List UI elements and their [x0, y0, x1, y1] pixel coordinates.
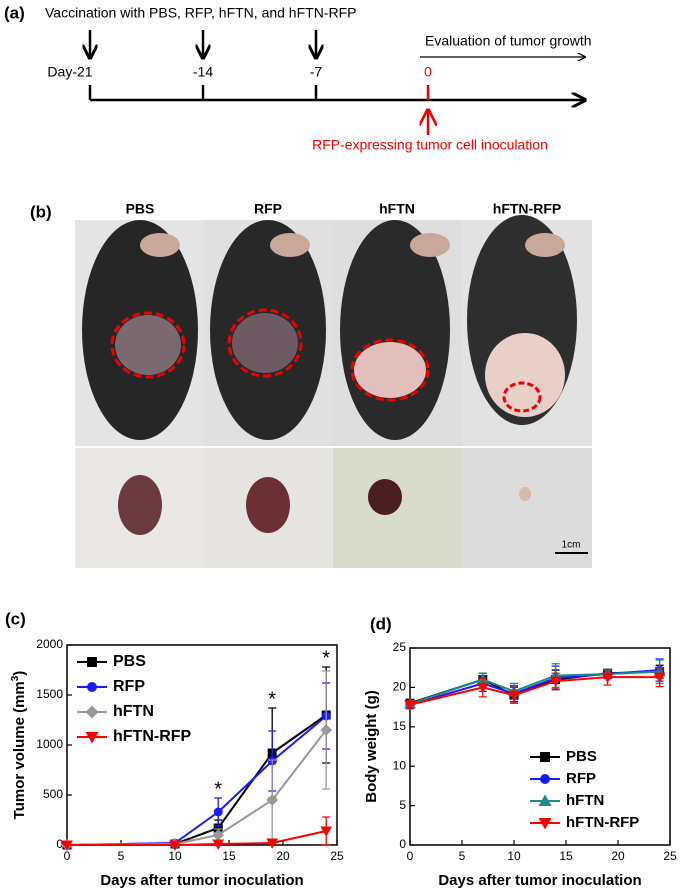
- y-axis-label-part: 3: [10, 675, 21, 681]
- legend-marker: [85, 705, 99, 719]
- data-point: [320, 826, 333, 837]
- x-tick-label: 15: [559, 849, 573, 863]
- x-tick-label: 25: [663, 849, 677, 863]
- legend-marker: [87, 657, 97, 667]
- x-tick-label: 15: [222, 849, 236, 863]
- x-tick-label: 0: [407, 849, 414, 863]
- x-tick-label: 5: [459, 849, 466, 863]
- legend-label: RFP: [113, 678, 145, 695]
- data-point: [212, 829, 225, 841]
- legend-marker: [538, 818, 552, 830]
- column-label: RFP: [254, 201, 282, 217]
- y-tick-label: 0: [56, 837, 63, 851]
- series-line: [67, 830, 327, 846]
- day-label: -7: [310, 64, 323, 80]
- data-point: [476, 682, 489, 694]
- series-line: [409, 676, 660, 706]
- data-point: [212, 839, 225, 850]
- y-axis-label-part: ): [11, 671, 28, 676]
- legend-label: hFTN: [113, 703, 154, 720]
- y-tick-label: 25: [393, 640, 407, 654]
- data-point: [508, 690, 520, 702]
- day-label: 0: [424, 64, 432, 80]
- data-point: [61, 840, 73, 851]
- legend-label: PBS: [113, 653, 146, 670]
- legend-marker: [538, 794, 552, 806]
- data-point: [404, 700, 416, 711]
- y-tick-label: 1500: [36, 687, 63, 701]
- x-tick-label: 20: [276, 849, 290, 863]
- panel-label: (b): [30, 202, 52, 221]
- y-tick-label: 0: [399, 837, 406, 851]
- y-tick-label: 500: [43, 787, 63, 801]
- x-axis-label: Days after tumor inoculation: [438, 872, 641, 889]
- x-tick-label: 20: [611, 849, 625, 863]
- scale-bar-label: 1cm: [562, 540, 581, 551]
- evaluation-text: Evaluation of tumor growth: [425, 33, 592, 49]
- mouse-photos: [75, 215, 592, 446]
- plot-frame: [409, 647, 671, 846]
- legend-marker: [540, 752, 550, 762]
- y-tick-label: 20: [393, 680, 407, 694]
- data-point: [601, 672, 614, 684]
- y-tick-label: 5: [399, 798, 406, 812]
- timeline: (a) Vaccination with PBS, RFP, hFTN, and…: [4, 3, 592, 152]
- photos: (b) PBS RFP hFTN hFTN-RFP: [30, 201, 592, 568]
- x-tick-label: 10: [168, 849, 182, 863]
- legend-marker: [85, 732, 99, 744]
- plot-frame: [66, 644, 338, 846]
- legend-label: RFP: [566, 770, 596, 787]
- x-tick-label: 5: [118, 849, 125, 863]
- tumor-photos: [75, 448, 592, 568]
- inoculation-text: RFP-expressing tumor cell inoculation: [312, 137, 548, 153]
- y-axis-label: Body weight (g): [363, 690, 380, 803]
- y-axis-label: Tumor volume (mm3): [10, 671, 28, 820]
- day-label: -14: [193, 64, 213, 80]
- data-point: [320, 724, 333, 736]
- data-point: [266, 838, 279, 849]
- x-tick-label: 10: [507, 849, 521, 863]
- data-point: [549, 676, 562, 687]
- panel-label: (c): [5, 609, 26, 628]
- legend-marker: [87, 682, 97, 692]
- y-tick-label: 15: [393, 719, 407, 733]
- legend-label: hFTN-RFP: [113, 728, 192, 745]
- y-axis-label-part: Tumor volume (mm: [11, 681, 28, 819]
- data-point: [169, 840, 181, 851]
- panel-label: (a): [4, 3, 25, 22]
- series-line: [409, 670, 660, 705]
- data-point: [653, 672, 666, 684]
- y-tick-label: 1000: [36, 737, 63, 751]
- legend-label: PBS: [566, 748, 597, 765]
- x-axis-label: Days after tumor inoculation: [100, 872, 303, 889]
- significance-mark: *: [322, 647, 330, 669]
- data-point: [266, 794, 279, 806]
- column-label: hFTN-RFP: [493, 201, 561, 217]
- column-label: PBS: [126, 201, 155, 217]
- x-tick-label: 0: [64, 849, 71, 863]
- panel-label: (d): [370, 614, 392, 633]
- x-tick-label: 25: [330, 849, 344, 863]
- y-tick-label: 2000: [36, 637, 63, 651]
- significance-mark: *: [214, 778, 222, 800]
- data-point: [213, 807, 223, 817]
- significance-mark: *: [268, 688, 276, 710]
- column-label: hFTN: [379, 201, 415, 217]
- vaccination-text: Vaccination with PBS, RFP, hFTN, and hFT…: [45, 5, 356, 21]
- legend-label: hFTN-RFP: [566, 814, 639, 831]
- legend-label: hFTN: [566, 792, 604, 809]
- y-tick-label: 10: [393, 758, 407, 772]
- legend-marker: [540, 774, 550, 784]
- day-label: Day-21: [47, 64, 92, 80]
